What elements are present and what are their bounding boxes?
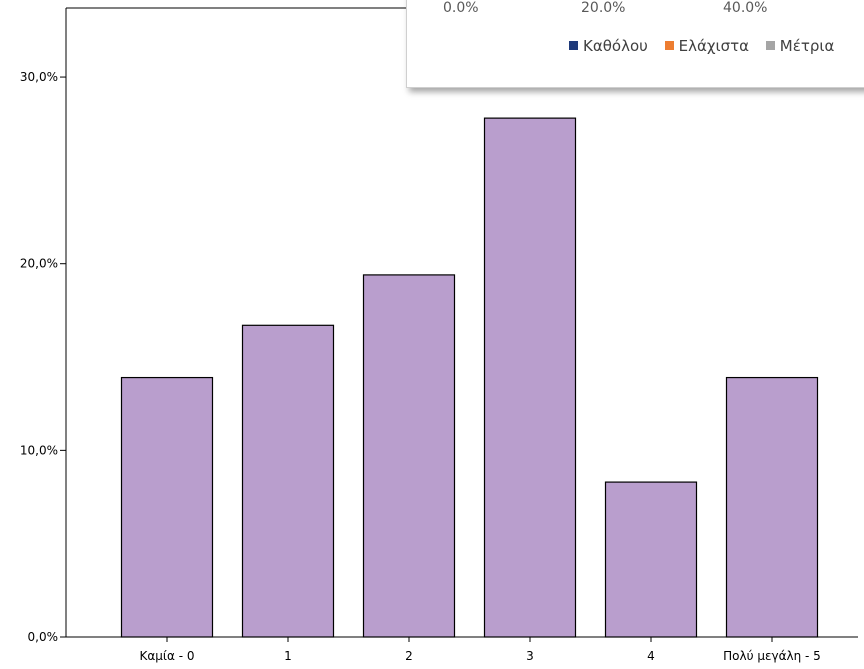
- legend-label: Μέτρια: [779, 37, 835, 55]
- bar: [483, 117, 577, 638]
- x-tick-label: Καμία - 0: [140, 649, 195, 663]
- x-tick-label: 3: [526, 649, 534, 663]
- overlay-legend: Καθόλου Ελάχιστα Μέτρια: [569, 37, 846, 55]
- bar: [241, 324, 335, 638]
- legend-swatch: [569, 41, 578, 50]
- legend-item-metria: Μέτρια: [765, 37, 835, 55]
- legend-swatch: [765, 41, 775, 50]
- y-tick-label: 30,0%: [20, 70, 58, 84]
- overlay-axis-tick: 0.0%: [443, 0, 479, 16]
- legend-label: Καθόλου: [583, 37, 648, 55]
- legend-swatch: [664, 41, 674, 50]
- y-tick-label: 10,0%: [20, 443, 58, 457]
- bar: [120, 376, 214, 638]
- y-tick-label: 0,0%: [28, 630, 59, 644]
- x-tick-label: 1: [284, 649, 292, 663]
- x-tick-label: 4: [647, 649, 655, 663]
- x-tick-label: Πολύ μεγάλη - 5: [723, 649, 821, 663]
- bar: [725, 376, 819, 638]
- legend-item-katholou: Καθόλου: [569, 37, 648, 55]
- bar: [362, 274, 456, 638]
- overlay-legend-panel: 0.0% 20.0% 40.0% Καθόλου Ελάχιστα Μέτρια: [406, 0, 864, 88]
- y-tick-label: 20,0%: [20, 257, 58, 271]
- overlay-axis-tick: 20.0%: [581, 0, 626, 16]
- legend-item-elachista: Ελάχιστα: [664, 37, 750, 55]
- legend-label: Ελάχιστα: [678, 37, 750, 55]
- x-tick-label: 2: [405, 649, 413, 663]
- overlay-axis-tick: 40.0%: [723, 0, 768, 16]
- bar: [604, 481, 698, 638]
